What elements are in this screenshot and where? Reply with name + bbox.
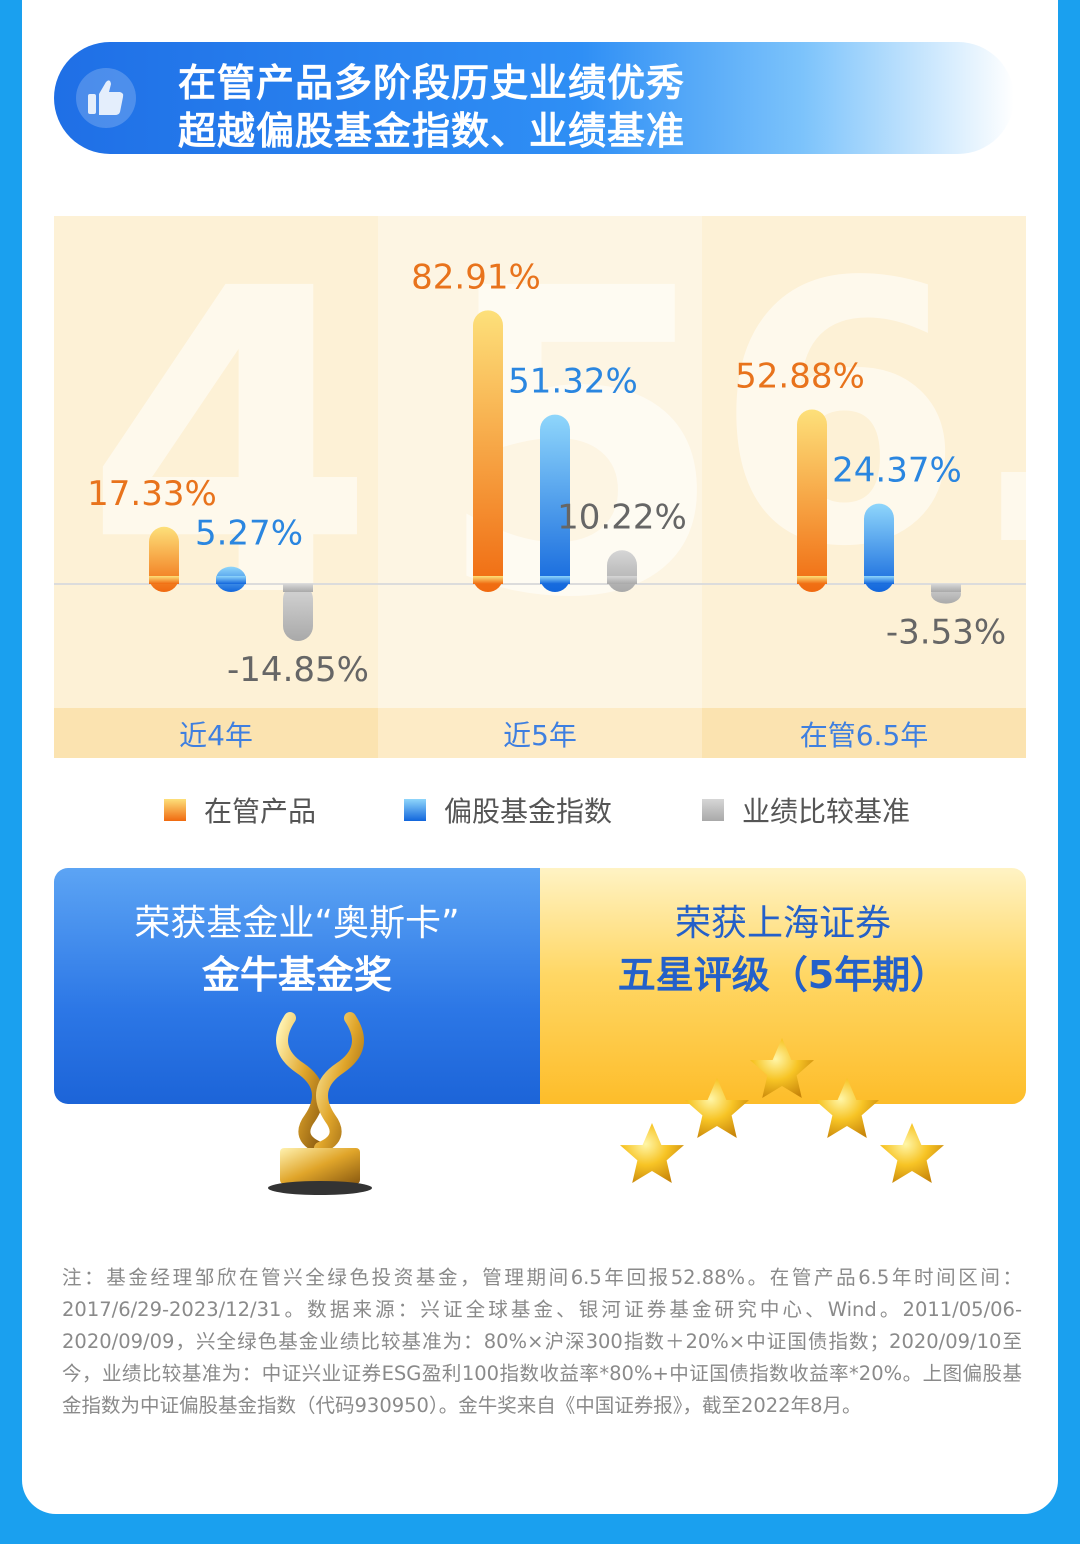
data-label: -14.85% <box>227 650 369 690</box>
legend-item: 在管产品 <box>164 785 316 835</box>
category-column-bg <box>702 216 1026 708</box>
bar-base <box>540 576 570 584</box>
category-band <box>378 708 702 758</box>
page-title-line-2: 超越偏股基金指数、业绩基准 <box>178 109 686 153</box>
data-label: 10.22% <box>557 497 687 537</box>
bar-base <box>283 584 313 592</box>
footnote: 注：基金经理邹欣在管兴全绿色投资基金，管理期间6.5年回报52.88%。在管产品… <box>62 1266 1022 1417</box>
page-title-line-1: 在管产品多阶段历史业绩优秀 <box>178 61 686 105</box>
bar-2-3 <box>864 503 894 592</box>
bar-base <box>931 584 961 592</box>
bar-base <box>607 576 637 584</box>
category-label: 在管6.5年 <box>799 719 929 752</box>
legend-item: 偏股基金指数 <box>404 785 612 835</box>
bar-base <box>864 576 894 584</box>
award-left-line-2: 金牛基金奖 <box>201 953 392 997</box>
data-label: 5.27% <box>195 514 303 554</box>
legend-swatch-orange <box>164 799 186 821</box>
thumbs-up-icon <box>76 68 136 128</box>
bar-1-2 <box>473 310 503 592</box>
legend-label: 在管产品 <box>204 795 317 828</box>
legend-item: 业绩比较基准 <box>702 785 910 835</box>
bar-base <box>473 576 503 584</box>
data-label: 82.91% <box>411 257 541 297</box>
legend-swatch-blue <box>404 799 426 821</box>
data-label: -3.53% <box>886 613 1006 653</box>
data-label: 24.37% <box>832 451 962 491</box>
bar-base <box>149 576 179 584</box>
award-left-line-1: 荣获基金业“奥斯卡” <box>134 903 460 944</box>
award-panel-five-star: 荣获上海证券 五星评级（5年期） <box>540 868 1026 1104</box>
title-banner: 在管产品多阶段历史业绩优秀 超越偏股基金指数、业绩基准 <box>54 42 1014 154</box>
bar-chart: 4 5 6.5 近4年 近5年 在管6.5年 <box>54 216 1058 758</box>
chart-plot-area: 17.33%5.27% -14.85% 82.91% 51.32% 10.22% 52.8… <box>54 257 1026 690</box>
category-band <box>54 708 378 758</box>
bar-3-1 <box>283 584 313 642</box>
legend-label: 业绩比较基准 <box>742 795 911 828</box>
category-column-bg <box>54 216 378 708</box>
five-stars-icon <box>620 1038 944 1183</box>
bar-1-3 <box>797 409 827 592</box>
award-panel-golden-bull: 荣获基金业“奥斯卡” 金牛基金奖 <box>54 868 540 1104</box>
category-label: 近5年 <box>503 719 577 752</box>
legend: 在管产品 偏股基金指数 业绩比较基准 <box>22 785 1058 835</box>
content-card: 在管产品多阶段历史业绩优秀 超越偏股基金指数、业绩基准 4 5 6.5 近4年 … <box>22 0 1058 1514</box>
bar-base <box>797 576 827 584</box>
award-right-line-2: 五星评级（5年期） <box>617 953 949 997</box>
category-band <box>702 708 1026 758</box>
data-label: 52.88% <box>735 356 865 396</box>
data-label: 17.33% <box>87 474 217 514</box>
category-label: 近4年 <box>179 719 253 752</box>
data-label: 51.32% <box>508 362 638 402</box>
trophy-icon <box>268 1012 372 1195</box>
bar-base <box>216 576 246 584</box>
award-right-line-1: 荣获上海证券 <box>674 903 891 944</box>
bar-3-2 <box>607 550 637 592</box>
legend-label: 偏股基金指数 <box>444 795 613 828</box>
legend-swatch-gray <box>702 799 724 821</box>
bar-2-2 <box>540 414 570 592</box>
bar-1-1 <box>149 526 179 592</box>
